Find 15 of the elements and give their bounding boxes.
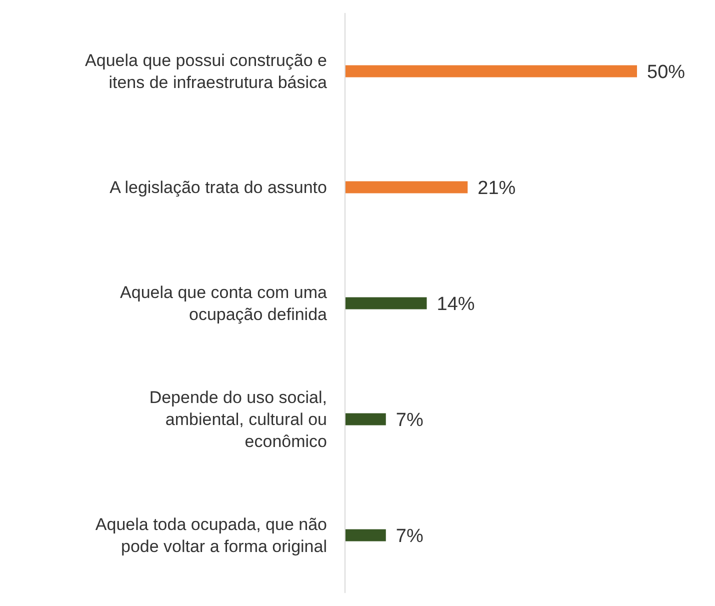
y-tick-label: Aquela que conta com uma ocupação definida — [120, 282, 328, 324]
bar — [345, 413, 386, 426]
data-label: 7% — [396, 526, 424, 547]
bar — [345, 65, 637, 78]
bar — [345, 529, 386, 542]
data-label: 50% — [647, 62, 686, 83]
y-tick-label: Aquela toda ocupada, que não pode voltar a forma original — [95, 514, 327, 556]
data-label: 21% — [478, 178, 516, 199]
data-label: 14% — [436, 294, 475, 315]
data-label: 7% — [396, 410, 424, 431]
y-tick-label: Depende do uso social, ambiental, cultural ou econômico — [149, 388, 327, 450]
y-tick-label: A legislação trata do assunto — [110, 178, 327, 196]
y-tick-label: Aquela que possui construção e itens de infraestrutura básica — [85, 50, 328, 92]
bar — [345, 297, 427, 310]
bar — [345, 181, 468, 194]
